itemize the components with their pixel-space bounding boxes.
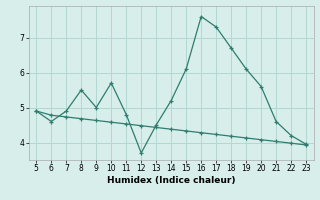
X-axis label: Humidex (Indice chaleur): Humidex (Indice chaleur) — [107, 176, 236, 185]
